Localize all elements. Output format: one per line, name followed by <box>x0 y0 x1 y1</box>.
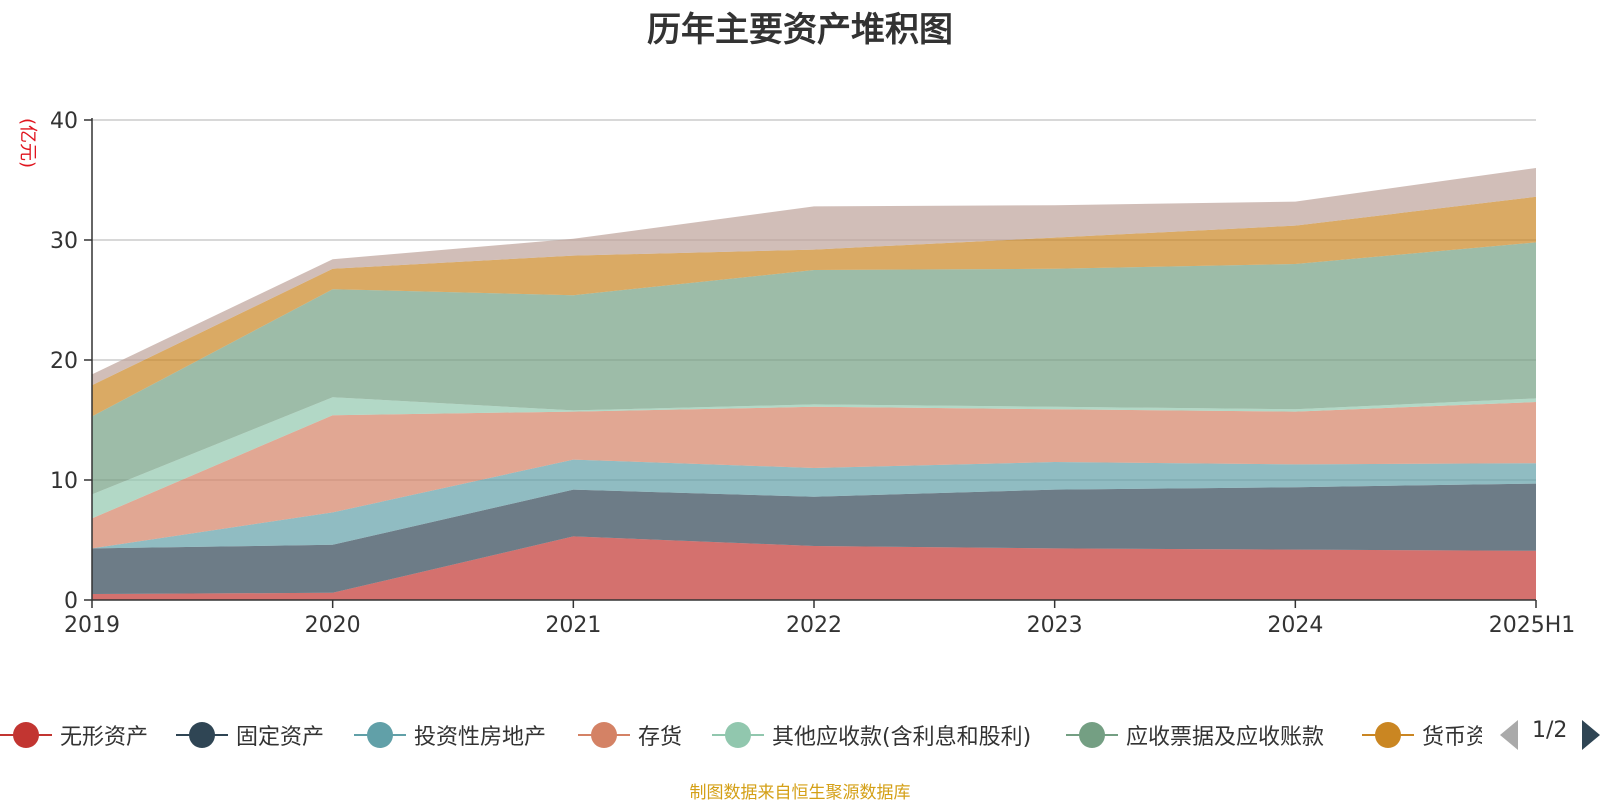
legend-swatch-icon <box>354 715 406 755</box>
area-series-0 <box>92 536 1536 600</box>
area-series-2 <box>92 459 1536 549</box>
legend-label: 投资性房地产 <box>414 725 547 750</box>
x-tick-label: 2025H1 <box>1489 613 1576 638</box>
x-tick-label: 2023 <box>1027 613 1083 638</box>
legend-item[interactable]: 投资性房地产 <box>354 715 546 755</box>
x-tick-label: 2021 <box>545 613 601 638</box>
legend-swatch-icon <box>1362 715 1414 755</box>
x-tick-label: 2020 <box>305 613 361 638</box>
area-series-6 <box>92 196 1536 417</box>
legend-swatch-icon <box>176 715 228 755</box>
legend-label: 固定资产 <box>236 725 325 750</box>
chart-title: 历年主要资产堆积图 <box>647 10 953 50</box>
legend-label: 其他应收款(含利息和股利) <box>772 725 1032 750</box>
y-tick-label: 0 <box>64 589 78 614</box>
stacked-area-chart: 0 10 20 30 40 2019 2020 2021 2022 2023 2024 2025H1 <box>50 109 1575 638</box>
legend-label: 存货 <box>638 725 683 750</box>
x-tick-label: 2019 <box>64 613 120 638</box>
data-source-note: 制图数据来自恒生聚源数据库 <box>689 783 911 803</box>
legend-item[interactable]: 货币资 <box>1362 715 1482 755</box>
y-tick-label: 20 <box>50 349 78 374</box>
area-series-3 <box>92 402 1536 549</box>
legend-label: 应收票据及应收账款 <box>1126 725 1325 750</box>
legend: 无形资产 固定资产 投资性房地产 存货 其他应收款(含利息和股利) 应收票据及应收账款 货币… <box>0 715 1600 755</box>
area-series <box>92 168 1536 600</box>
area-series-1 <box>92 483 1536 594</box>
x-tick-label: 2022 <box>786 613 842 638</box>
legend-label: 货币资 <box>1422 725 1482 750</box>
y-tick-label: 40 <box>50 109 78 134</box>
legend-swatch-icon <box>1066 715 1118 755</box>
x-tick-label: 2024 <box>1267 613 1323 638</box>
legend-item[interactable]: 其他应收款(含利息和股利) <box>712 715 1031 755</box>
legend-swatch-icon <box>0 715 52 755</box>
legend-item[interactable]: 固定资产 <box>176 715 324 755</box>
legend-item[interactable]: 存货 <box>578 715 682 755</box>
legend-swatch-icon <box>712 715 764 755</box>
legend-swatch-icon <box>578 715 630 755</box>
area-series-5 <box>92 242 1536 495</box>
axes: 0 10 20 30 40 2019 2020 2021 2022 2023 2024 2025H1 <box>50 109 1575 638</box>
area-series-7 <box>92 168 1536 386</box>
legend-prev-page-icon[interactable] <box>1500 720 1518 750</box>
y-tick-label: 10 <box>50 469 78 494</box>
legend-item[interactable]: 无形资产 <box>0 715 148 755</box>
legend-label: 无形资产 <box>60 725 149 750</box>
legend-next-page-icon[interactable] <box>1582 720 1600 750</box>
y-tick-label: 30 <box>50 229 78 254</box>
legend-item[interactable]: 应收票据及应收账款 <box>1066 715 1324 755</box>
legend-page-indicator: 1/2 <box>1532 718 1568 743</box>
legend-items: 无形资产 固定资产 投资性房地产 存货 其他应收款(含利息和股利) 应收票据及应收账款 货币… <box>0 715 1482 755</box>
